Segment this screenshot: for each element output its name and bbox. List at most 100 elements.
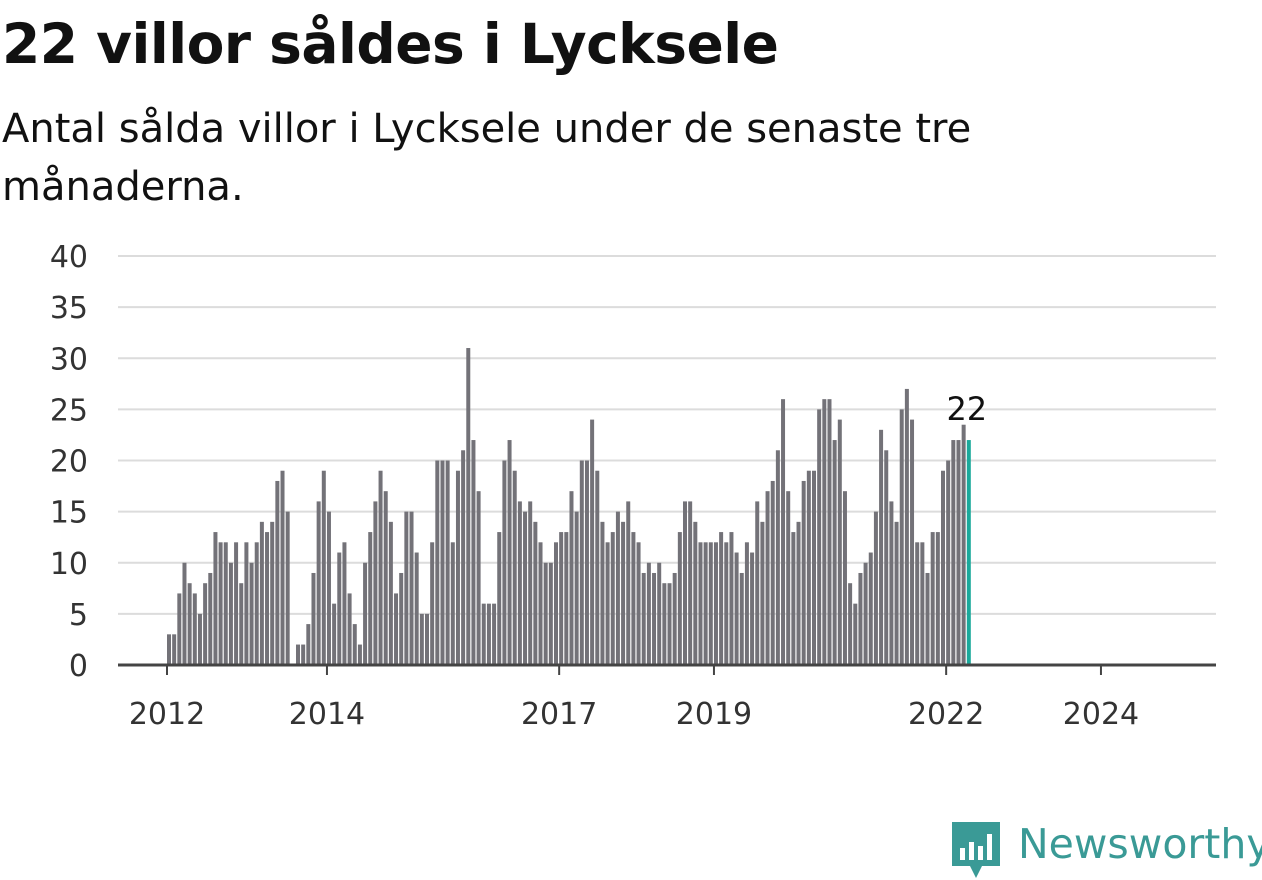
y-tick-label: 25 bbox=[50, 393, 88, 428]
chart-subtitle: Antal sålda villor i Lycksele under de s… bbox=[2, 106, 972, 210]
y-tick-label: 35 bbox=[50, 291, 88, 326]
bar bbox=[223, 542, 228, 665]
bars bbox=[167, 348, 971, 665]
bar bbox=[270, 521, 275, 665]
bar bbox=[827, 399, 832, 665]
y-tick-label: 10 bbox=[50, 547, 88, 582]
bar bbox=[440, 460, 445, 665]
x-tick-label: 2022 bbox=[908, 697, 984, 732]
bar bbox=[626, 501, 631, 665]
bar bbox=[770, 480, 775, 665]
bar bbox=[492, 603, 497, 665]
bar bbox=[517, 501, 522, 665]
bar bbox=[595, 470, 600, 665]
bar bbox=[806, 470, 811, 665]
bar bbox=[760, 521, 765, 665]
bar bbox=[228, 562, 233, 665]
bar bbox=[894, 521, 899, 665]
bar bbox=[920, 542, 925, 665]
bar bbox=[321, 470, 326, 665]
bar bbox=[693, 521, 698, 665]
bar-highlight bbox=[966, 440, 971, 665]
bar bbox=[786, 491, 791, 665]
bar bbox=[342, 542, 347, 665]
bar bbox=[543, 562, 548, 665]
bar bbox=[739, 572, 744, 665]
bar bbox=[378, 470, 383, 665]
bar bbox=[822, 399, 827, 665]
bar bbox=[326, 511, 331, 665]
bar bbox=[445, 460, 450, 665]
bar bbox=[306, 624, 311, 665]
bar bbox=[373, 501, 378, 665]
bar bbox=[244, 542, 249, 665]
bar bbox=[713, 542, 718, 665]
bar bbox=[729, 532, 734, 665]
y-tick-label: 20 bbox=[50, 445, 88, 480]
bar bbox=[466, 348, 471, 665]
bar bbox=[698, 542, 703, 665]
bar bbox=[414, 552, 419, 665]
newsworthy-logo: Newsworthy bbox=[952, 818, 1262, 880]
bar bbox=[455, 470, 460, 665]
bar bbox=[538, 542, 543, 665]
bar bbox=[357, 644, 362, 665]
bar bbox=[951, 440, 956, 665]
data-labels: 22 bbox=[946, 390, 987, 428]
bar bbox=[915, 542, 920, 665]
bar bbox=[352, 624, 357, 665]
bar bbox=[337, 552, 342, 665]
bar bbox=[430, 542, 435, 665]
bar bbox=[724, 542, 729, 665]
bar bbox=[461, 450, 466, 665]
bar bbox=[961, 424, 966, 665]
bar bbox=[868, 552, 873, 665]
bar bbox=[554, 542, 558, 665]
bar bbox=[239, 583, 244, 665]
highlight-value-label: 22 bbox=[946, 390, 987, 428]
bar bbox=[910, 419, 915, 665]
bar bbox=[781, 399, 786, 665]
bar bbox=[502, 460, 507, 665]
bar bbox=[904, 388, 909, 665]
x-axis-ticks: 2012 2014 2017 2019 2022 2024 bbox=[129, 665, 1139, 732]
bar bbox=[631, 532, 636, 665]
bar bbox=[935, 532, 940, 665]
bar bbox=[750, 552, 755, 665]
bar bbox=[548, 562, 553, 665]
bar bbox=[688, 501, 693, 665]
bar bbox=[249, 562, 254, 665]
bar bbox=[842, 491, 847, 665]
bar bbox=[832, 440, 837, 665]
bar bbox=[569, 491, 574, 665]
bar bbox=[507, 440, 512, 665]
bar bbox=[368, 532, 373, 665]
bar bbox=[425, 613, 429, 665]
bar bbox=[275, 480, 280, 665]
bar bbox=[564, 532, 569, 665]
bar bbox=[388, 521, 393, 665]
bar bbox=[605, 542, 610, 665]
bar bbox=[652, 572, 657, 665]
bar bbox=[259, 521, 264, 665]
x-tick-label: 2024 bbox=[1063, 697, 1139, 732]
y-tick-label: 30 bbox=[50, 342, 88, 377]
bar bbox=[848, 583, 853, 665]
bar bbox=[523, 511, 528, 665]
bar bbox=[574, 511, 579, 665]
bar bbox=[285, 511, 290, 665]
bar bbox=[657, 562, 662, 665]
bar bbox=[481, 603, 486, 665]
bar bbox=[450, 542, 455, 665]
bar bbox=[899, 409, 904, 665]
bar bbox=[280, 470, 285, 665]
bar bbox=[187, 583, 192, 665]
bar-chart: 0 5 10 15 20 25 30 35 40 2012 2014 2017 2019 2022 202… bbox=[50, 240, 1216, 732]
bar bbox=[667, 583, 672, 665]
bar bbox=[636, 542, 641, 665]
bar bbox=[590, 419, 595, 665]
bar bbox=[471, 440, 476, 665]
bar bbox=[765, 491, 770, 665]
bar bbox=[672, 572, 677, 665]
bar bbox=[662, 583, 667, 665]
